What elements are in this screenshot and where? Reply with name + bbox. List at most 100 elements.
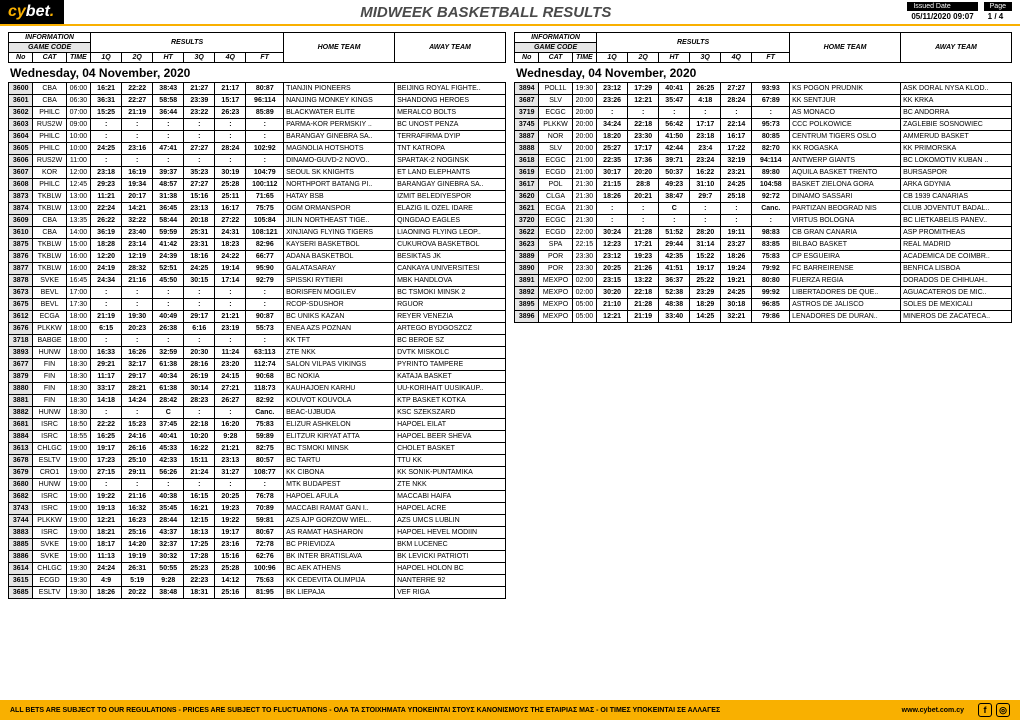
- cell-4q: 17:14: [215, 275, 246, 287]
- cell-ht: 33:40: [659, 311, 690, 323]
- cell-time: 19:00: [66, 515, 90, 527]
- cell-no: 3890: [515, 263, 539, 275]
- cell-2q: 20:21: [628, 191, 659, 203]
- cell-no: 3618: [515, 155, 539, 167]
- cell-ft: 66:77: [246, 251, 284, 263]
- cell-home-team: ANTWERP GIANTS: [790, 155, 901, 167]
- cell-ft: 93:93: [752, 83, 790, 95]
- cell-4q: :: [721, 107, 752, 119]
- cell-no: 3621: [515, 203, 539, 215]
- cell-ht: 39:37: [153, 167, 184, 179]
- cell-time: 14:00: [66, 227, 90, 239]
- instagram-icon[interactable]: ◎: [996, 703, 1010, 717]
- cell-2q: :: [122, 335, 153, 347]
- cell-1q: 16:25: [91, 431, 122, 443]
- cell-ft: 99:92: [752, 287, 790, 299]
- cell-home-team: ELIZUR ASHKELON: [284, 419, 395, 431]
- facebook-icon[interactable]: f: [978, 703, 992, 717]
- cell-2q: 23:40: [122, 227, 153, 239]
- result-row: 3680 HUNW 19:00 : : : : : : MTK BUDAPEST…: [9, 479, 506, 491]
- result-row: 3743 ISRC 19:00 19:13 16:32 35:45 16:21 …: [9, 503, 506, 515]
- hdr-1q: 1Q: [597, 53, 628, 63]
- cell-1q: 22:24: [91, 203, 122, 215]
- result-row: 3612 ECGA 18:00 21:19 19:30 40:49 29:17 …: [9, 311, 506, 323]
- cell-home-team: FC BARREIRENSE: [790, 263, 901, 275]
- cell-2q: 19:23: [628, 251, 659, 263]
- cell-away-team: REYER VENEZIA: [395, 311, 506, 323]
- cell-cat: SVKE: [33, 275, 66, 287]
- cell-cat: CBA: [33, 227, 66, 239]
- cell-away-team: ARKA GDYNIA: [901, 179, 1012, 191]
- cell-4q: 24:15: [215, 371, 246, 383]
- cell-home-team: BC NOKIA: [284, 371, 395, 383]
- result-row: 3677 FIN 18:30 29:21 32:17 61:38 28:16 2…: [9, 359, 506, 371]
- cell-2q: 5:19: [122, 575, 153, 587]
- cell-1q: 21:15: [597, 179, 628, 191]
- cell-cat: TKBLW: [33, 263, 66, 275]
- cell-time: 20:00: [572, 95, 596, 107]
- cell-cat: BEVL: [33, 287, 66, 299]
- cell-away-team: KSC SZEKSZARD: [395, 407, 506, 419]
- cell-2q: 12:21: [628, 95, 659, 107]
- cell-1q: 6:15: [91, 323, 122, 335]
- cell-ft: 108:77: [246, 467, 284, 479]
- cell-3q: 25:23: [184, 563, 215, 575]
- cell-time: 12:45: [66, 179, 90, 191]
- cell-home-team: CCC POLKOWICE: [790, 119, 901, 131]
- cell-ft: 76:78: [246, 491, 284, 503]
- cell-3q: 14:25: [690, 311, 721, 323]
- cell-ht: 43:37: [153, 527, 184, 539]
- cell-2q: :: [122, 155, 153, 167]
- cell-home-team: SEOUL SK KNIGHTS: [284, 167, 395, 179]
- cell-3q: 23:4: [690, 143, 721, 155]
- cell-3q: 25:31: [184, 227, 215, 239]
- cell-home-team: HATAY BSB: [284, 191, 395, 203]
- cell-away-team: SPARTAK-2 NOGINSK: [395, 155, 506, 167]
- cell-no: 3881: [9, 395, 33, 407]
- cell-4q: :: [721, 215, 752, 227]
- cell-2q: 22:22: [122, 83, 153, 95]
- cell-cat: POR: [539, 263, 572, 275]
- cell-4q: :: [721, 203, 752, 215]
- cell-1q: 16:21: [91, 83, 122, 95]
- cell-no: 3685: [9, 587, 33, 599]
- logo-bet: bet: [26, 3, 50, 21]
- cell-ht: C: [659, 203, 690, 215]
- cell-4q: 17:22: [721, 143, 752, 155]
- cell-2q: 12:19: [122, 251, 153, 263]
- cell-2q: 16:19: [122, 167, 153, 179]
- cell-home-team: BLACKWATER ELITE: [284, 107, 395, 119]
- cell-cat: SVKE: [33, 551, 66, 563]
- result-row: 3622 ECGD 22:00 30:24 21:28 51:52 28:20 …: [515, 227, 1012, 239]
- cell-1q: 36:31: [91, 95, 122, 107]
- hdr-cat: CAT: [539, 53, 572, 63]
- hdr-4q: 4Q: [721, 53, 752, 63]
- footer-text: ALL BETS ARE SUBJECT TO OUR REGULATIONS …: [10, 707, 902, 714]
- cell-cat: CLGA: [539, 191, 572, 203]
- cell-cat: ECGA: [539, 203, 572, 215]
- cell-ht: 45:33: [153, 443, 184, 455]
- cell-away-team: KATAJA BASKET: [395, 371, 506, 383]
- cell-ht: 40:49: [153, 311, 184, 323]
- hdr-ft: FT: [246, 53, 284, 63]
- cell-home-team: ELITZUR KIRYAT ATTA: [284, 431, 395, 443]
- cell-3q: :: [690, 203, 721, 215]
- cell-away-team: KK KRKA: [901, 95, 1012, 107]
- cell-3q: 10:20: [184, 431, 215, 443]
- cell-ht: C: [153, 407, 184, 419]
- cell-ht: 38:48: [153, 587, 184, 599]
- cell-3q: 21:27: [184, 83, 215, 95]
- cell-4q: 28:24: [215, 143, 246, 155]
- cell-cat: TKBLW: [33, 191, 66, 203]
- cell-home-team: CP ESGUEIRA: [790, 251, 901, 263]
- result-row: 3896 MEXPO 05:00 12:21 21:19 33:40 14:25…: [515, 311, 1012, 323]
- cell-4q: 16:17: [721, 131, 752, 143]
- cell-time: 21:00: [572, 155, 596, 167]
- cell-no: 3673: [9, 287, 33, 299]
- cell-home-team: AS MONACO: [790, 107, 901, 119]
- cell-1q: 19:17: [91, 443, 122, 455]
- cell-home-team: BORISFEN MOGILEV: [284, 287, 395, 299]
- cell-home-team: XINJIANG FLYING TIGERS: [284, 227, 395, 239]
- cell-time: 23:30: [572, 263, 596, 275]
- result-row: 3609 CBA 13:35 26:22 32:22 58:44 20:18 2…: [9, 215, 506, 227]
